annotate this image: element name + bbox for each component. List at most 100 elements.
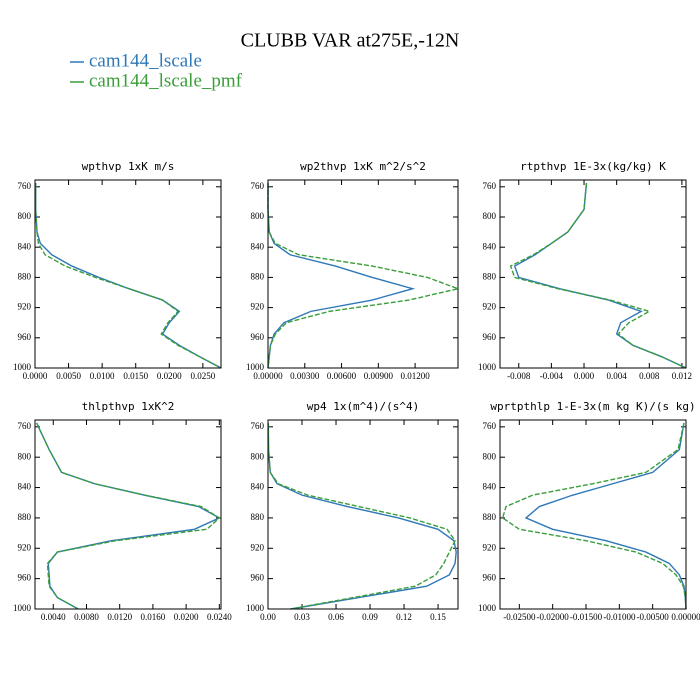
x-tick-label: 0.06 (328, 612, 344, 622)
y-tick-label: 800 (251, 211, 265, 221)
y-tick-label: 1000 (13, 603, 32, 613)
series-line (267, 423, 456, 610)
y-tick-label: 800 (251, 451, 265, 461)
x-tick-label: -0.01000 (603, 612, 636, 622)
plot-frame (499, 179, 687, 369)
x-tick-label: 0.012 (672, 371, 692, 381)
x-tick-label: 0.008 (639, 371, 660, 381)
panel-title: wp2thvp 1xK m^2/s^2 (300, 160, 426, 173)
y-tick-label: 800 (18, 211, 32, 221)
panel-title: wp4 1x(m^4)/(s^4) (307, 400, 420, 413)
x-tick-label: 0.0100 (90, 371, 115, 381)
y-tick-label: 1000 (246, 362, 265, 372)
y-tick-label: 760 (251, 421, 265, 431)
x-tick-label: 0.0200 (157, 371, 182, 381)
x-tick-label: 0.0160 (141, 612, 166, 622)
x-tick-label: -0.02500 (503, 612, 536, 622)
y-tick-label: 840 (483, 241, 497, 251)
legend-label: cam144_lscale (89, 50, 202, 71)
y-tick-label: 960 (18, 573, 32, 583)
y-tick-label: 960 (251, 573, 265, 583)
y-tick-label: 960 (483, 573, 497, 583)
x-tick-label: 0.0240 (207, 612, 232, 622)
plot-frame (267, 179, 459, 369)
y-tick-label: 760 (251, 181, 265, 191)
x-tick-label: 0.0150 (123, 371, 148, 381)
y-tick-label: 960 (18, 332, 32, 342)
x-tick-label: 0.12 (396, 612, 412, 622)
x-tick-label: 0.0250 (190, 371, 215, 381)
series-line (501, 422, 687, 610)
y-tick-label: 880 (483, 512, 497, 522)
y-tick-label: 960 (483, 332, 497, 342)
y-tick-label: 1000 (246, 603, 265, 613)
series-line (267, 183, 461, 369)
y-tick-label: 1000 (13, 362, 32, 372)
y-tick-label: 880 (251, 271, 265, 281)
x-tick-label: 0.0000 (23, 371, 48, 381)
x-tick-label: 0.00300 (290, 371, 320, 381)
x-tick-label: 0.0050 (56, 371, 81, 381)
y-tick-label: 840 (251, 241, 265, 251)
y-tick-label: 800 (18, 451, 32, 461)
y-tick-label: 760 (18, 181, 32, 191)
y-tick-label: 800 (483, 211, 497, 221)
y-tick-label: 1000 (478, 603, 497, 613)
y-tick-label: 880 (18, 271, 32, 281)
y-tick-label: 800 (483, 451, 497, 461)
y-tick-label: 760 (483, 181, 497, 191)
x-tick-label: -0.00500 (637, 612, 670, 622)
x-tick-label: 0.00 (260, 612, 276, 622)
x-tick-label: 0.0040 (41, 612, 66, 622)
y-tick-label: 760 (483, 421, 497, 431)
y-tick-label: 960 (251, 332, 265, 342)
x-tick-label: -0.01500 (570, 612, 603, 622)
y-tick-label: 840 (483, 482, 497, 492)
x-tick-label: 0.03 (294, 612, 310, 622)
panel-title: wprtpthlp 1-E-3x(m kg K)/(s kg) (490, 400, 695, 413)
x-tick-label: 0.000 (574, 371, 595, 381)
x-tick-label: 0.15 (430, 612, 446, 622)
plot-frame (267, 419, 459, 610)
y-tick-label: 840 (18, 241, 32, 251)
y-tick-label: 920 (483, 302, 497, 312)
x-tick-label: -0.004 (540, 371, 564, 381)
x-tick-label: 0.00000 (671, 612, 700, 622)
x-tick-label: 0.0080 (74, 612, 99, 622)
x-tick-label: 0.09 (362, 612, 378, 622)
x-tick-label: 0.00000 (253, 371, 283, 381)
plot-frame (499, 419, 687, 610)
y-tick-label: 840 (251, 482, 265, 492)
panel-title: rtpthvp 1E-3x(kg/kg) K (520, 160, 666, 173)
series-line (34, 183, 222, 369)
plot-frame (34, 419, 222, 610)
y-tick-label: 920 (251, 542, 265, 552)
x-tick-label: -0.008 (507, 371, 531, 381)
legend-label: cam144_lscale_pmf (89, 70, 243, 91)
y-tick-label: 840 (18, 482, 32, 492)
panel-title: wpthvp 1xK m/s (82, 160, 175, 173)
x-tick-label: 0.004 (607, 371, 628, 381)
x-tick-label: 0.0200 (174, 612, 199, 622)
y-tick-label: 760 (18, 421, 32, 431)
series-line (36, 422, 221, 610)
series-line (509, 182, 687, 369)
figure-title: CLUBB VAR at275E,-12N (241, 30, 460, 52)
y-tick-label: 920 (18, 302, 32, 312)
plot-frame (34, 179, 222, 369)
y-tick-label: 1000 (478, 362, 497, 372)
x-tick-label: -0.02000 (537, 612, 570, 622)
y-tick-label: 880 (251, 512, 265, 522)
panel-title: thlpthvp 1xK^2 (82, 400, 175, 413)
y-tick-label: 880 (18, 512, 32, 522)
y-tick-label: 920 (251, 302, 265, 312)
x-tick-label: 0.00600 (327, 371, 357, 381)
x-tick-label: 0.00900 (364, 371, 394, 381)
y-tick-label: 920 (18, 542, 32, 552)
y-tick-label: 920 (483, 542, 497, 552)
x-tick-label: 0.01200 (400, 371, 430, 381)
series-line (524, 422, 687, 610)
y-tick-label: 880 (483, 271, 497, 281)
